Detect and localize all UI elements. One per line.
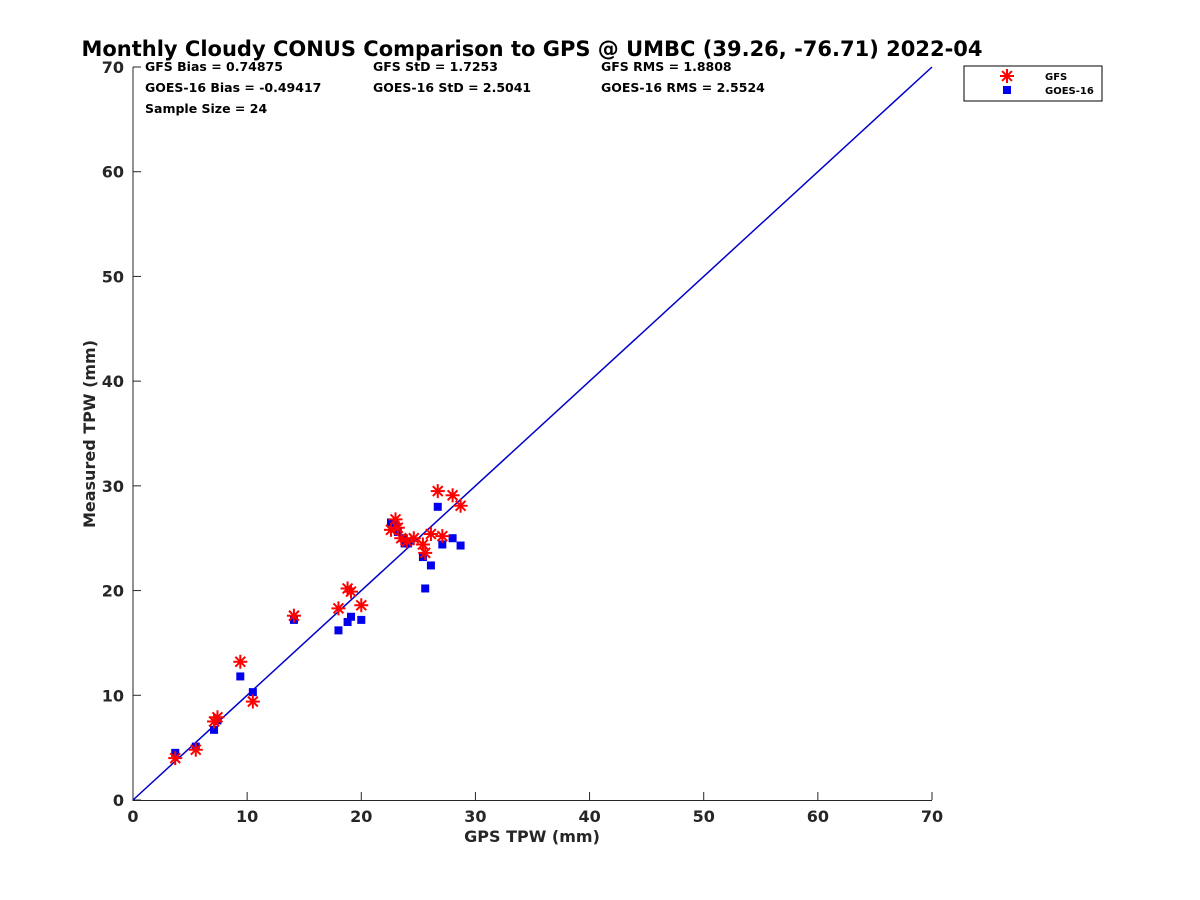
gfs-point — [354, 598, 369, 613]
asterisk-stroke — [419, 547, 431, 559]
gfs-point — [233, 654, 248, 669]
gfs-point — [188, 742, 203, 757]
legend-gfs-asterisk — [1000, 69, 1014, 83]
x-tick-label: 60 — [807, 807, 829, 826]
gfs-point — [245, 694, 260, 709]
one-to-one-line — [132, 66, 933, 801]
gfs-point — [406, 531, 421, 546]
y-tick-label: 40 — [102, 372, 124, 391]
asterisk-stroke — [436, 530, 448, 542]
asterisk-stroke — [446, 489, 459, 501]
legend-gfs-label: GFS — [1045, 72, 1067, 83]
chart-title: Monthly Cloudy CONUS Comparison to GPS @… — [81, 37, 982, 61]
goes16-point — [210, 725, 219, 734]
legend-goes16-label: GOES-16 — [1045, 86, 1094, 97]
y-tick-label: 0 — [113, 791, 124, 810]
goes16-rms-stat: GOES-16 RMS = 2.5524 — [601, 80, 765, 95]
x-tick-label: 10 — [236, 807, 258, 826]
legend: GFS GOES-16 — [963, 65, 1103, 102]
x-tick-label: 70 — [921, 807, 943, 826]
gfs-point — [390, 520, 405, 535]
y-tick-label: 20 — [102, 582, 124, 601]
asterisk-stroke — [425, 528, 437, 540]
legend-gfs-marker — [1000, 69, 1014, 83]
y-tick-label: 50 — [102, 267, 124, 286]
asterisk-stroke — [345, 585, 357, 598]
goes16-point — [433, 502, 442, 511]
asterisk-stroke — [454, 500, 467, 512]
x-tick-label: 20 — [350, 807, 372, 826]
gfs-point — [388, 512, 403, 527]
gfs-point — [210, 710, 225, 725]
asterisk-stroke — [355, 599, 367, 611]
x-tick-label: 50 — [693, 807, 715, 826]
gfs-point — [453, 498, 468, 513]
asterisk-stroke — [332, 602, 345, 615]
goes16-point — [347, 612, 356, 621]
asterisk-stroke — [385, 524, 397, 536]
gfs-point — [415, 537, 430, 552]
asterisk-stroke — [288, 610, 300, 622]
gfs-point — [286, 608, 301, 623]
asterisk-stroke — [247, 695, 259, 708]
asterisk-stroke — [417, 538, 429, 551]
goes16-point — [421, 584, 430, 593]
asterisk-stroke — [169, 752, 181, 764]
y-tick-label: 70 — [102, 58, 124, 77]
gfs-series — [168, 484, 468, 766]
gfs-point — [435, 529, 450, 544]
gfs-rms-stat: GFS RMS = 1.8808 — [601, 59, 732, 74]
sample-size-stat: Sample Size = 24 — [145, 101, 267, 116]
asterisk-stroke — [408, 532, 420, 544]
gfs-point — [383, 522, 398, 537]
legend-goes16-marker — [1003, 86, 1011, 94]
x-tick-label: 30 — [464, 807, 486, 826]
x-tick-label: 0 — [127, 807, 138, 826]
goes16-point — [418, 553, 427, 562]
goes16-point — [456, 541, 465, 550]
y-tick-label: 60 — [102, 163, 124, 182]
gfs-point — [344, 584, 359, 599]
x-axis-label: GPS TPW (mm) — [464, 827, 600, 846]
goes16-bias-stat: GOES-16 Bias = -0.49417 — [145, 80, 321, 95]
asterisk-stroke — [234, 656, 246, 668]
goes16-std-stat: GOES-16 StD = 2.5041 — [373, 80, 531, 95]
gfs-point — [418, 545, 433, 560]
goes16-point — [386, 518, 395, 527]
goes16-point — [448, 534, 457, 543]
y-tick-label: 10 — [102, 686, 124, 705]
goes16-point — [334, 626, 343, 635]
gfs-bias-stat: GFS Bias = 0.74875 — [145, 59, 283, 74]
legend-box — [963, 65, 1103, 102]
goes16-point — [438, 540, 447, 549]
y-tick-label: 30 — [102, 477, 124, 496]
x-tick-label: 40 — [578, 807, 600, 826]
gfs-point — [331, 601, 346, 616]
gfs-point — [445, 488, 460, 503]
asterisk-stroke — [190, 744, 202, 756]
goes16-point — [236, 672, 245, 681]
asterisk-stroke — [432, 485, 444, 497]
asterisk-stroke — [392, 522, 404, 534]
gfs-point — [430, 484, 445, 499]
goes16-point — [343, 617, 352, 626]
gfs-point — [168, 751, 183, 766]
y-axis-label: Measured TPW (mm) — [80, 340, 99, 528]
goes16-point — [426, 561, 435, 570]
asterisk-stroke — [211, 711, 224, 723]
y-axis-ticks: 0 10 20 30 40 50 60 70 — [102, 58, 141, 810]
asterisk-stroke — [389, 513, 402, 526]
asterisk-stroke — [395, 532, 407, 544]
goes16-point — [248, 688, 257, 697]
x-axis-ticks: 0 10 20 30 40 50 60 70 — [127, 792, 943, 826]
asterisk-stroke — [1001, 70, 1013, 82]
goes16-point — [357, 615, 366, 624]
gfs-std-stat: GFS StD = 1.7253 — [373, 59, 498, 74]
gfs-point — [423, 527, 438, 542]
